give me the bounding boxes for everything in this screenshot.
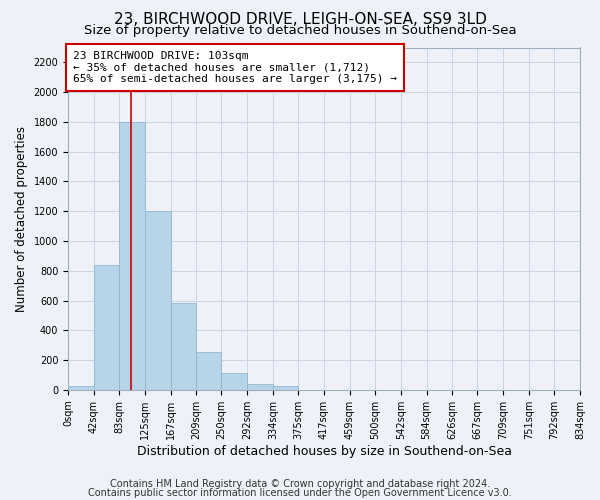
Bar xyxy=(221,372,247,390)
Bar xyxy=(170,303,196,390)
Text: Contains public sector information licensed under the Open Government Licence v3: Contains public sector information licen… xyxy=(88,488,512,498)
Y-axis label: Number of detached properties: Number of detached properties xyxy=(15,126,28,312)
Bar xyxy=(145,211,170,390)
Bar xyxy=(273,386,298,390)
Bar xyxy=(247,384,273,390)
Bar xyxy=(94,265,119,390)
Bar xyxy=(68,386,94,390)
Bar xyxy=(196,352,221,390)
X-axis label: Distribution of detached houses by size in Southend-on-Sea: Distribution of detached houses by size … xyxy=(137,444,512,458)
Text: 23 BIRCHWOOD DRIVE: 103sqm
← 35% of detached houses are smaller (1,712)
65% of s: 23 BIRCHWOOD DRIVE: 103sqm ← 35% of deta… xyxy=(73,51,397,84)
Bar xyxy=(119,122,145,390)
Text: 23, BIRCHWOOD DRIVE, LEIGH-ON-SEA, SS9 3LD: 23, BIRCHWOOD DRIVE, LEIGH-ON-SEA, SS9 3… xyxy=(113,12,487,28)
Text: Contains HM Land Registry data © Crown copyright and database right 2024.: Contains HM Land Registry data © Crown c… xyxy=(110,479,490,489)
Text: Size of property relative to detached houses in Southend-on-Sea: Size of property relative to detached ho… xyxy=(83,24,517,37)
